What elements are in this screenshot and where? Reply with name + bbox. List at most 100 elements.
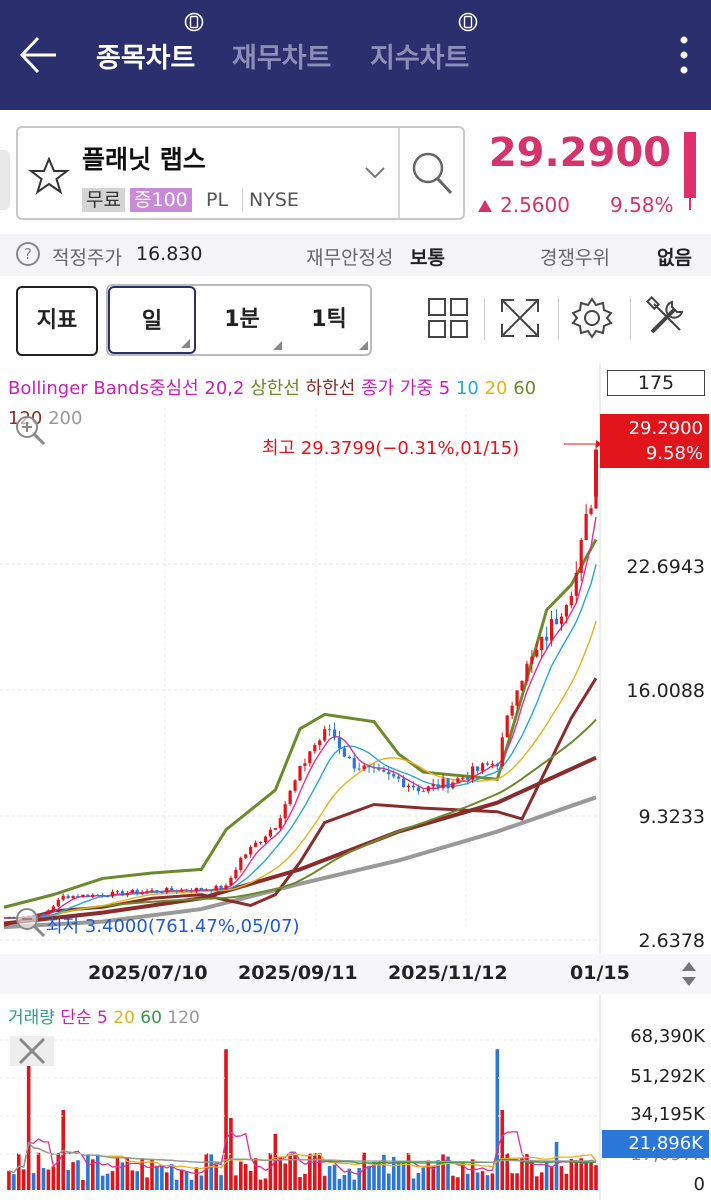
layout-grid-icon[interactable] [426, 296, 470, 340]
x-tick-label: 2025/11/12 [388, 962, 508, 984]
candle [530, 656, 534, 664]
corner-mark [181, 339, 190, 348]
volume-bar [184, 1171, 189, 1190]
up-arrow-icon [478, 200, 492, 212]
current-volume-marker: 21,896K [602, 1130, 709, 1158]
volume-bar [194, 1167, 199, 1190]
candle [564, 605, 568, 617]
divider [484, 298, 485, 340]
fair-price-label: 적정주가 [52, 247, 122, 269]
candle [268, 829, 272, 837]
zoom-out-icon[interactable] [14, 906, 46, 938]
volume-bar [377, 1162, 381, 1190]
candle [397, 776, 401, 779]
help-icon[interactable]: ? [16, 242, 40, 266]
candle [7, 917, 11, 919]
x-tick-label: 01/15 [570, 962, 630, 984]
candle [160, 891, 164, 893]
volume-bar [564, 1173, 569, 1190]
candle [189, 890, 194, 892]
vol-legend-120: 120 [167, 1008, 200, 1028]
volume-bar [273, 1134, 278, 1190]
stock-search-box[interactable]: 플래닛 랩스 무료 증100 PL NYSE [16, 126, 465, 220]
search-icon[interactable] [410, 150, 454, 196]
volume-ma-line [8, 1141, 597, 1174]
volume-bar [130, 1170, 135, 1190]
candle [308, 751, 312, 764]
volume-bar [332, 1164, 337, 1190]
candle [180, 889, 184, 892]
legend-ma10: 10 [455, 378, 479, 399]
chevron-down-icon[interactable] [364, 166, 386, 180]
tools-icon[interactable] [644, 296, 688, 340]
volume-bar [51, 1166, 56, 1190]
candle [569, 595, 573, 606]
volume-bar [155, 1165, 159, 1190]
price-chart[interactable] [0, 362, 711, 1200]
ticker-symbol: PL [206, 189, 229, 211]
resize-updown-icon[interactable] [681, 960, 697, 988]
candle [165, 887, 169, 893]
top-header: 종목차트 재무차트 지수차트 [0, 0, 711, 110]
candle [495, 763, 499, 767]
volume-bar [243, 1164, 248, 1190]
legend-boll-mid: 중심선 20,2 [149, 378, 245, 399]
tab-finance-chart[interactable]: 재무차트 [232, 43, 332, 74]
y-tick-label: 9.3233 [638, 806, 705, 828]
volume-bar [263, 1178, 268, 1190]
candle [406, 785, 411, 788]
period-1tick-button[interactable]: 1틱 [286, 286, 372, 354]
volume-bar [105, 1173, 110, 1190]
candle [520, 681, 524, 691]
candle [101, 894, 105, 897]
candle [56, 899, 60, 907]
volume-bar [189, 1179, 194, 1190]
volume-bar [66, 1169, 70, 1190]
volume-bar [268, 1153, 273, 1190]
candle [367, 765, 371, 767]
volume-bar [367, 1166, 371, 1190]
candle [313, 745, 317, 752]
volume-bar [525, 1153, 529, 1190]
volume-bar [461, 1162, 465, 1190]
period-day-button[interactable]: 일 [108, 286, 196, 354]
volume-bar [480, 1171, 485, 1190]
period-1min-button[interactable]: 1분 [198, 286, 286, 354]
volume-bar [46, 1169, 51, 1190]
corner-mark [273, 341, 282, 350]
mobile-badge-icon [458, 12, 478, 32]
candle [145, 891, 149, 893]
stability-value: 보통 [410, 247, 445, 269]
x-tick-label: 2025/09/11 [238, 962, 358, 984]
back-arrow-icon[interactable] [16, 32, 62, 78]
corner-mark [359, 341, 368, 350]
indicator-button[interactable]: 지표 [16, 286, 98, 356]
chart-legend: Bollinger Bands중심선 20,2 상한선 하한선 종가 가중 5 … [8, 374, 608, 434]
candle [402, 778, 406, 788]
side-drawer-handle[interactable] [0, 150, 10, 210]
candle [130, 890, 134, 894]
settings-gear-icon[interactable] [570, 296, 614, 340]
volume-bar [500, 1110, 505, 1190]
tab-index-chart[interactable]: 지수차트 [370, 43, 470, 74]
candle [426, 786, 430, 792]
candle [500, 737, 504, 767]
star-favorite-icon[interactable] [28, 156, 70, 196]
volume-bar [313, 1153, 317, 1190]
volume-bar [239, 1161, 243, 1190]
zoom-in-icon[interactable] [14, 414, 46, 446]
more-vertical-icon[interactable] [679, 32, 689, 78]
candle [91, 894, 95, 897]
candle [175, 890, 179, 892]
candle [239, 857, 243, 870]
tab-stock-chart[interactable]: 종목차트 [96, 43, 196, 74]
ma120-line [3, 755, 597, 926]
period-count[interactable]: 175 [607, 370, 705, 396]
close-icon[interactable] [10, 1036, 54, 1066]
candle [436, 784, 440, 789]
volume-bar [283, 1163, 287, 1190]
marker-price: 29.2900 [628, 418, 703, 439]
fullscreen-icon[interactable] [498, 296, 542, 340]
volume-bar [446, 1156, 450, 1190]
